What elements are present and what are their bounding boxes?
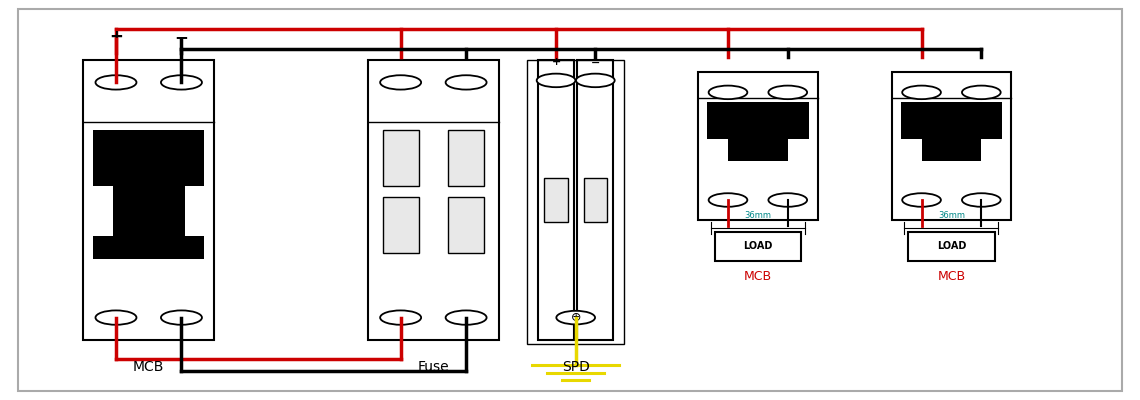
Text: LOAD: LOAD xyxy=(937,241,966,251)
Text: −: − xyxy=(174,28,188,46)
Circle shape xyxy=(962,193,1001,207)
Bar xyxy=(891,72,1011,220)
Circle shape xyxy=(768,86,807,99)
Bar xyxy=(448,130,484,186)
Circle shape xyxy=(446,75,487,90)
Bar xyxy=(921,139,982,161)
Text: MCB: MCB xyxy=(133,360,164,374)
Circle shape xyxy=(556,311,595,324)
Text: LOAD: LOAD xyxy=(743,241,773,251)
Circle shape xyxy=(380,310,421,325)
Bar xyxy=(538,60,573,340)
Text: MCB: MCB xyxy=(937,270,966,283)
Circle shape xyxy=(537,74,576,87)
Circle shape xyxy=(902,86,940,99)
Text: +: + xyxy=(552,58,561,68)
Circle shape xyxy=(446,310,487,325)
Text: SPD: SPD xyxy=(562,360,589,374)
Text: Fuse: Fuse xyxy=(417,360,449,374)
Bar xyxy=(93,236,204,258)
Text: +: + xyxy=(109,28,123,46)
Text: −: − xyxy=(591,58,600,68)
Bar xyxy=(113,186,185,236)
Text: MCB: MCB xyxy=(743,270,772,283)
Circle shape xyxy=(768,193,807,207)
Bar xyxy=(383,197,418,253)
Circle shape xyxy=(161,310,202,325)
Circle shape xyxy=(576,74,614,87)
Bar xyxy=(728,139,788,161)
Bar xyxy=(584,178,606,222)
Circle shape xyxy=(962,86,1001,99)
Circle shape xyxy=(709,86,748,99)
Circle shape xyxy=(902,193,940,207)
Bar xyxy=(909,232,995,260)
Bar xyxy=(528,60,624,344)
Bar xyxy=(577,60,613,340)
Circle shape xyxy=(161,75,202,90)
Bar xyxy=(448,197,484,253)
Bar xyxy=(901,102,1002,139)
Bar xyxy=(83,60,214,340)
Text: 36mm: 36mm xyxy=(938,211,964,220)
Circle shape xyxy=(96,310,137,325)
Text: ⊕: ⊕ xyxy=(570,311,581,324)
Bar xyxy=(698,72,817,220)
Bar xyxy=(715,232,801,260)
Bar xyxy=(93,130,204,186)
Circle shape xyxy=(709,193,748,207)
Bar xyxy=(707,102,808,139)
Bar xyxy=(545,178,568,222)
Circle shape xyxy=(96,75,137,90)
Bar xyxy=(383,130,418,186)
Text: 36mm: 36mm xyxy=(744,211,772,220)
Bar xyxy=(368,60,499,340)
Circle shape xyxy=(380,75,421,90)
